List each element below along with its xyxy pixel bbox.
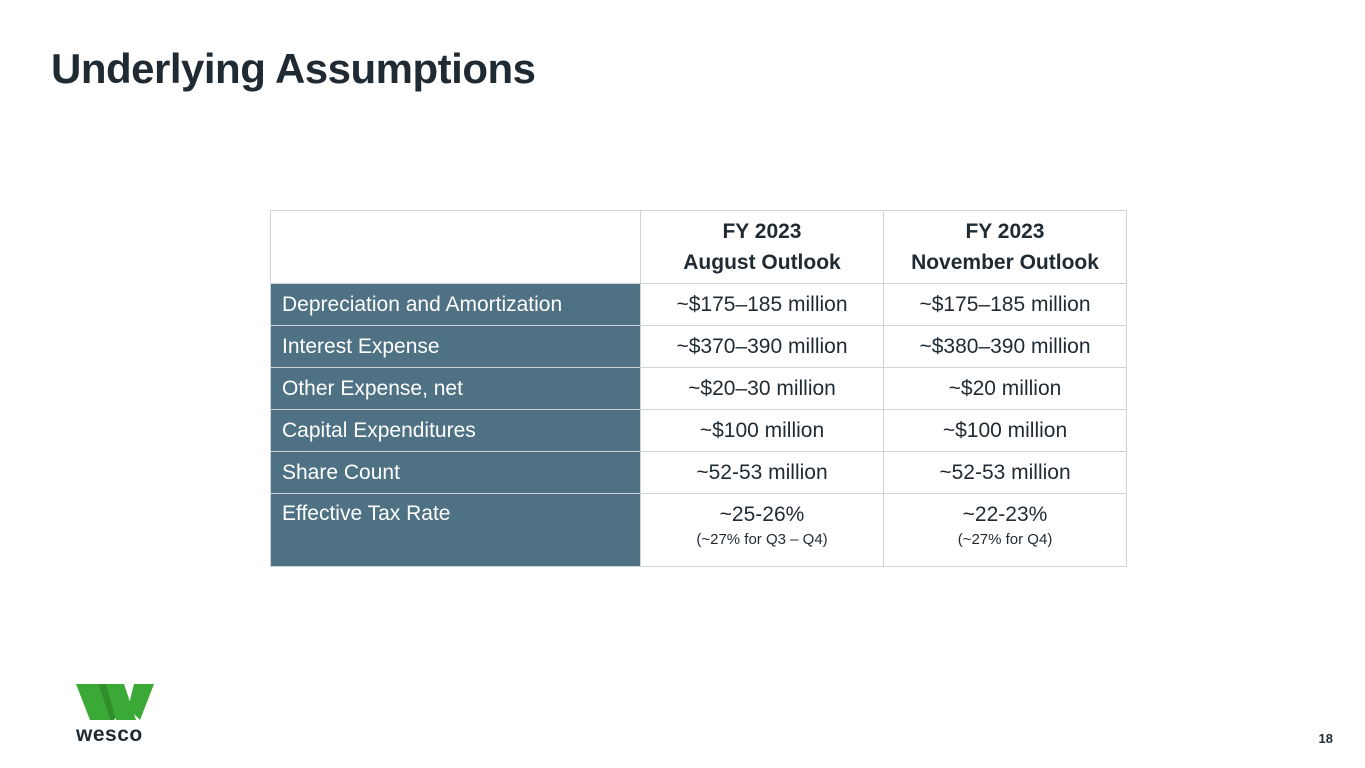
table-header-row: FY 2023 August Outlook FY 2023 November … xyxy=(270,210,1127,284)
row-label: Effective Tax Rate xyxy=(270,493,641,567)
cell-august: ~52-53 million xyxy=(640,451,884,494)
row-label: Depreciation and Amortization xyxy=(270,283,641,326)
cell-november-note: (~27% for Q4) xyxy=(957,531,1053,548)
table-row-interest-expense: Interest Expense ~$370–390 million ~$380… xyxy=(270,325,1127,368)
assumptions-table: FY 2023 August Outlook FY 2023 November … xyxy=(270,210,1127,567)
header-august-year: FY 2023 xyxy=(722,220,802,243)
cell-august: ~$370–390 million xyxy=(640,325,884,368)
row-label: Share Count xyxy=(270,451,641,494)
wesco-logo-text: wesco xyxy=(76,723,143,746)
table-row-depreciation: Depreciation and Amortization ~$175–185 … xyxy=(270,283,1127,326)
cell-november: ~22-23% (~27% for Q4) xyxy=(883,493,1127,567)
cell-november: ~$175–185 million xyxy=(883,283,1127,326)
cell-august: ~25-26% (~27% for Q3 – Q4) xyxy=(640,493,884,567)
table-row-share-count: Share Count ~52-53 million ~52-53 millio… xyxy=(270,451,1127,494)
table-row-capital-expenditures: Capital Expenditures ~$100 million ~$100… xyxy=(270,409,1127,452)
header-november-label: November Outlook xyxy=(911,251,1099,274)
header-november-year: FY 2023 xyxy=(965,220,1045,243)
row-label: Other Expense, net xyxy=(270,367,641,410)
header-august-outlook: FY 2023 August Outlook xyxy=(640,210,884,284)
cell-august-value: ~25-26% xyxy=(719,503,805,526)
header-august-label: August Outlook xyxy=(683,251,841,274)
cell-august: ~$20–30 million xyxy=(640,367,884,410)
cell-november: ~$380–390 million xyxy=(883,325,1127,368)
cell-august-note: (~27% for Q3 – Q4) xyxy=(696,531,828,548)
row-label: Capital Expenditures xyxy=(270,409,641,452)
cell-november: ~$100 million xyxy=(883,409,1127,452)
cell-august: ~$100 million xyxy=(640,409,884,452)
table-row-other-expense: Other Expense, net ~$20–30 million ~$20 … xyxy=(270,367,1127,410)
wesco-w-mark-icon xyxy=(76,684,154,720)
row-label: Interest Expense xyxy=(270,325,641,368)
cell-november: ~$20 million xyxy=(883,367,1127,410)
table-row-effective-tax-rate: Effective Tax Rate ~25-26% (~27% for Q3 … xyxy=(270,493,1127,567)
cell-november-value: ~22-23% xyxy=(962,503,1048,526)
cell-august: ~$175–185 million xyxy=(640,283,884,326)
header-empty-cell xyxy=(270,210,641,284)
cell-november: ~52-53 million xyxy=(883,451,1127,494)
page-number: 18 xyxy=(1318,731,1333,746)
header-november-outlook: FY 2023 November Outlook xyxy=(883,210,1127,284)
page-title: Underlying Assumptions xyxy=(51,45,536,92)
wesco-logo: wesco xyxy=(76,684,156,746)
